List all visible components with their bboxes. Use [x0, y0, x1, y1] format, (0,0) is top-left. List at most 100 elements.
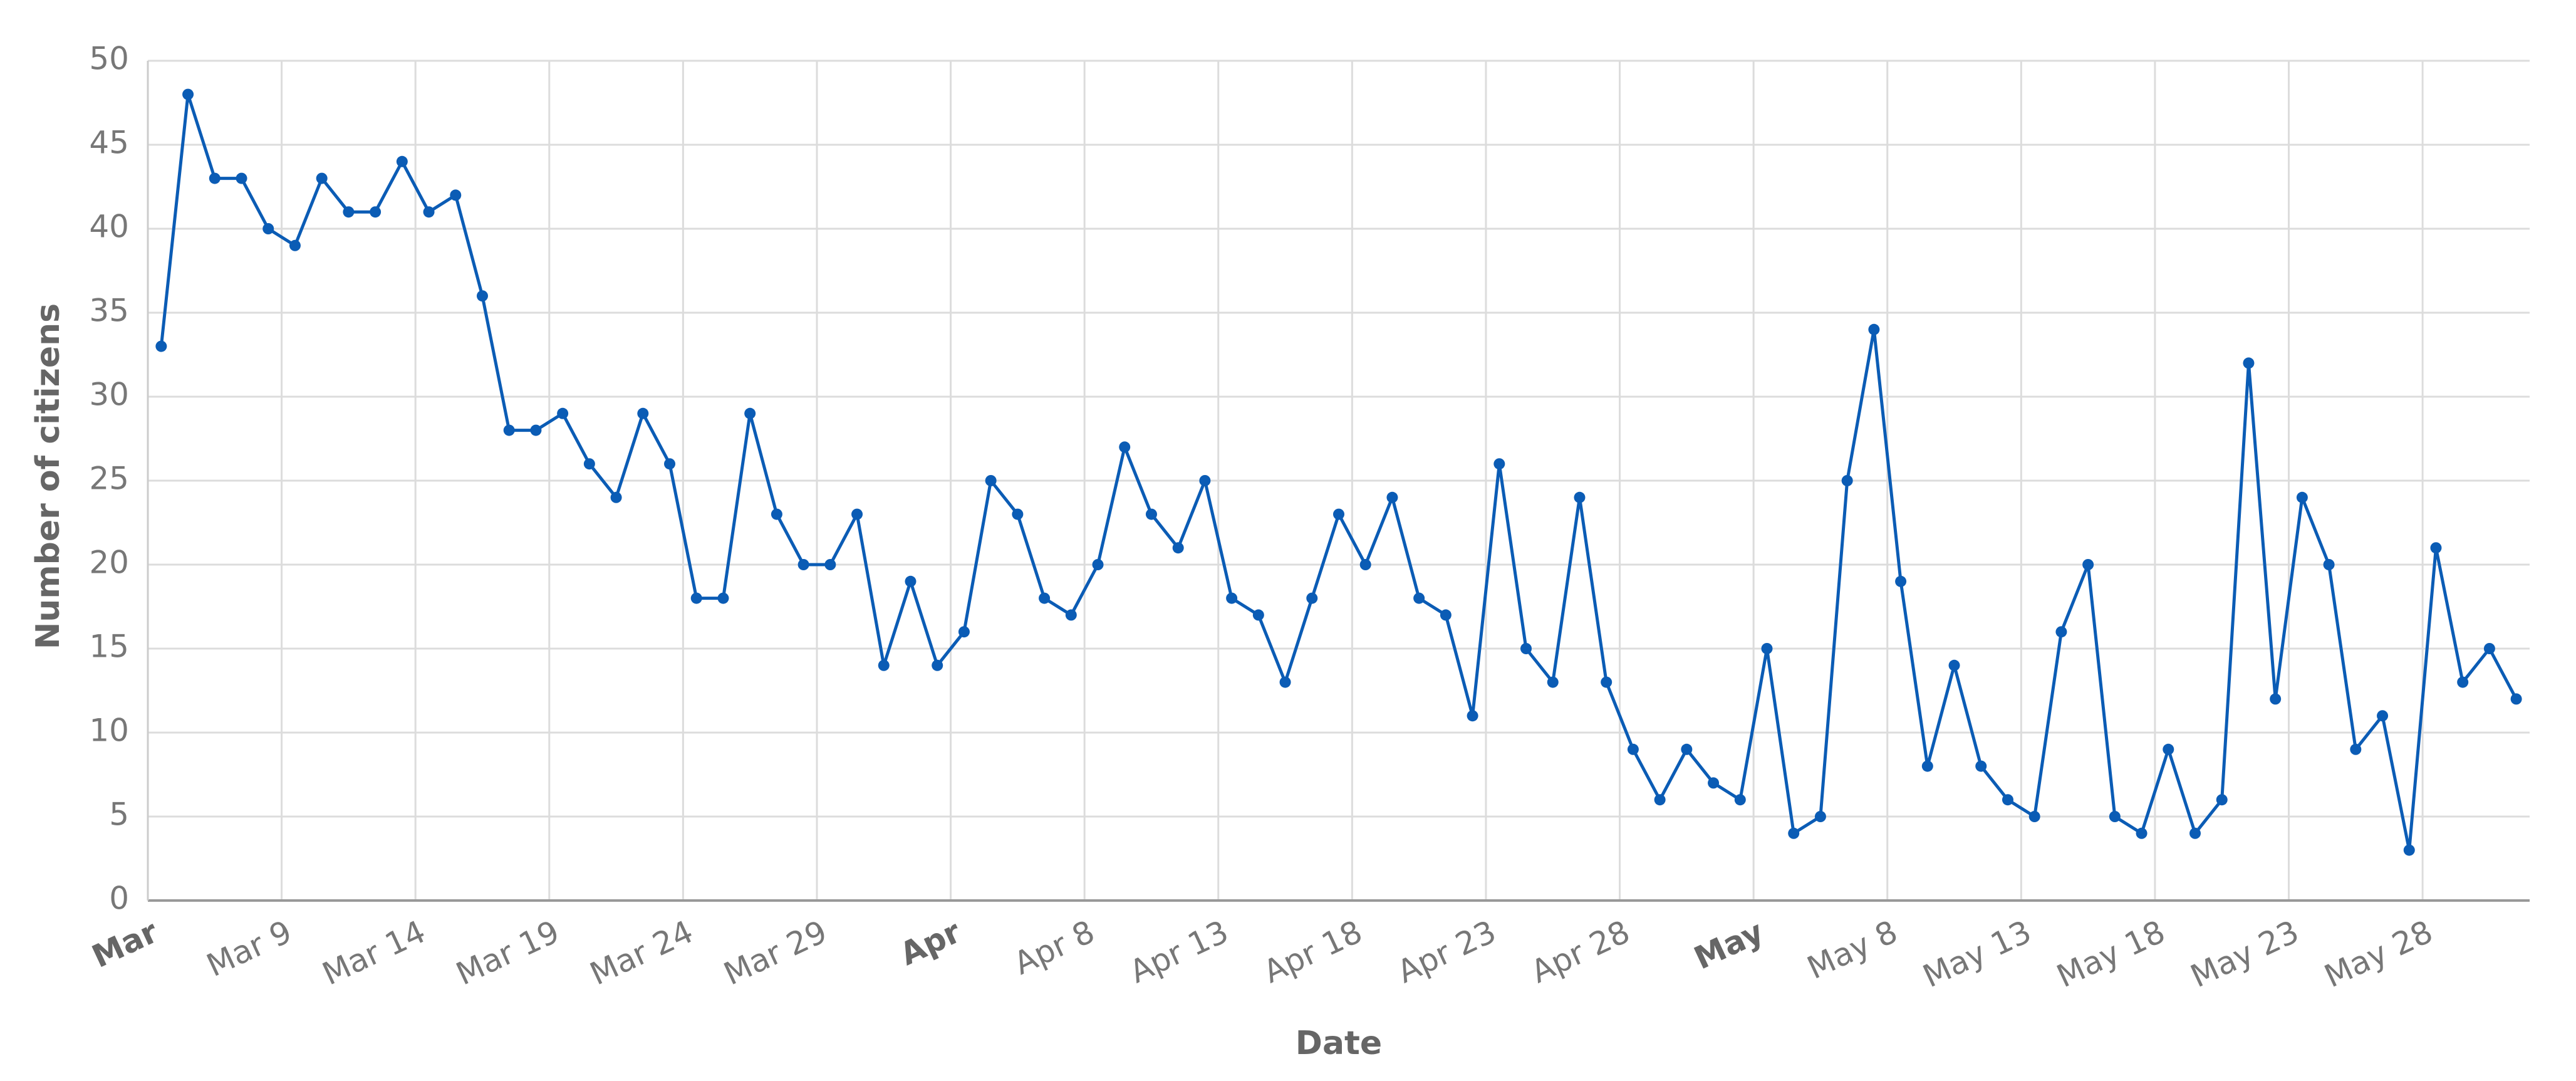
x-tick-label: May 18 — [2051, 914, 2170, 995]
point — [2243, 357, 2255, 369]
point — [423, 206, 435, 218]
point — [1948, 659, 1960, 671]
point — [1761, 643, 1773, 654]
y-tick-label: 15 — [89, 629, 129, 665]
point — [289, 239, 301, 251]
y-tick-label: 25 — [89, 461, 129, 497]
point — [2377, 710, 2389, 722]
point — [503, 424, 515, 436]
point — [744, 407, 756, 419]
point — [610, 491, 622, 503]
point — [1467, 710, 1478, 722]
y-tick-label: 20 — [89, 545, 129, 581]
point — [1493, 458, 1505, 470]
point — [878, 659, 890, 671]
point — [958, 626, 970, 638]
x-tick-label: May — [1689, 914, 1769, 977]
point — [2457, 676, 2469, 688]
point — [1975, 760, 1987, 772]
point — [1119, 441, 1131, 453]
point — [664, 458, 676, 470]
point — [1868, 323, 1880, 335]
point — [583, 458, 595, 470]
y-tick-label: 40 — [89, 209, 129, 245]
point — [2055, 626, 2067, 638]
point — [1627, 743, 1639, 755]
point — [2296, 491, 2308, 503]
x-tick-label: Mar 14 — [317, 914, 431, 993]
point — [557, 407, 569, 419]
x-tick-label: Mar 19 — [450, 914, 564, 993]
point — [2483, 643, 2495, 654]
point — [1226, 592, 1238, 604]
y-axis-label: Number of citizens — [29, 303, 67, 649]
point — [343, 206, 355, 218]
point — [1039, 592, 1051, 604]
point — [2109, 811, 2121, 822]
point — [2163, 743, 2174, 755]
point — [1199, 475, 1211, 486]
point — [1012, 508, 1024, 520]
point — [1921, 760, 1933, 772]
x-tick-label: Apr 23 — [1392, 914, 1502, 991]
point — [2403, 844, 2415, 856]
x-tick-label: Mar 9 — [201, 914, 297, 984]
point — [2350, 743, 2362, 755]
x-tick-label: May 28 — [2319, 914, 2438, 995]
point — [1681, 743, 1693, 755]
point — [1601, 676, 1613, 688]
point — [1252, 609, 1264, 621]
point — [1814, 811, 1826, 822]
x-tick-label: Apr 18 — [1258, 914, 1368, 991]
point — [2270, 693, 2282, 705]
point — [1708, 777, 1720, 789]
y-tick-label: 50 — [89, 41, 129, 77]
y-tick-label: 10 — [89, 713, 129, 749]
point — [690, 592, 702, 604]
x-tick-label: Apr — [895, 913, 967, 973]
point — [1654, 794, 1666, 806]
x-tick-label: Apr 8 — [1009, 914, 1100, 982]
point — [450, 189, 462, 201]
x-tick-label: May 8 — [1802, 914, 1903, 986]
x-tick-label: Mar 29 — [719, 914, 833, 993]
point — [797, 559, 809, 570]
point — [2002, 794, 2013, 806]
point — [1734, 794, 1746, 806]
point — [476, 290, 488, 302]
point — [985, 475, 997, 486]
x-tick-label: Mar 24 — [584, 914, 699, 993]
point — [1547, 676, 1559, 688]
x-tick-label: May 13 — [1918, 914, 2037, 995]
y-tick-label: 45 — [89, 125, 129, 161]
y-tick-label: 30 — [89, 377, 129, 413]
point — [1065, 609, 1077, 621]
point — [396, 155, 408, 167]
point — [1359, 559, 1371, 570]
point — [316, 172, 328, 184]
point — [932, 659, 943, 671]
point — [2082, 559, 2094, 570]
point — [1440, 609, 1452, 621]
point — [771, 508, 782, 520]
point — [182, 88, 194, 100]
x-tick-label: Apr 28 — [1525, 914, 1635, 991]
point — [2510, 693, 2522, 705]
point — [717, 592, 729, 604]
point — [1386, 491, 1398, 503]
point — [1092, 559, 1104, 570]
point — [530, 424, 542, 436]
y-tick-label: 0 — [109, 880, 129, 917]
point — [1279, 676, 1291, 688]
point — [1574, 491, 1586, 503]
point — [370, 206, 382, 218]
point — [2323, 559, 2335, 570]
point — [905, 575, 917, 587]
point — [1172, 542, 1184, 554]
point — [637, 407, 649, 419]
point — [1788, 827, 1800, 839]
point — [2216, 794, 2228, 806]
point — [2189, 827, 2201, 839]
